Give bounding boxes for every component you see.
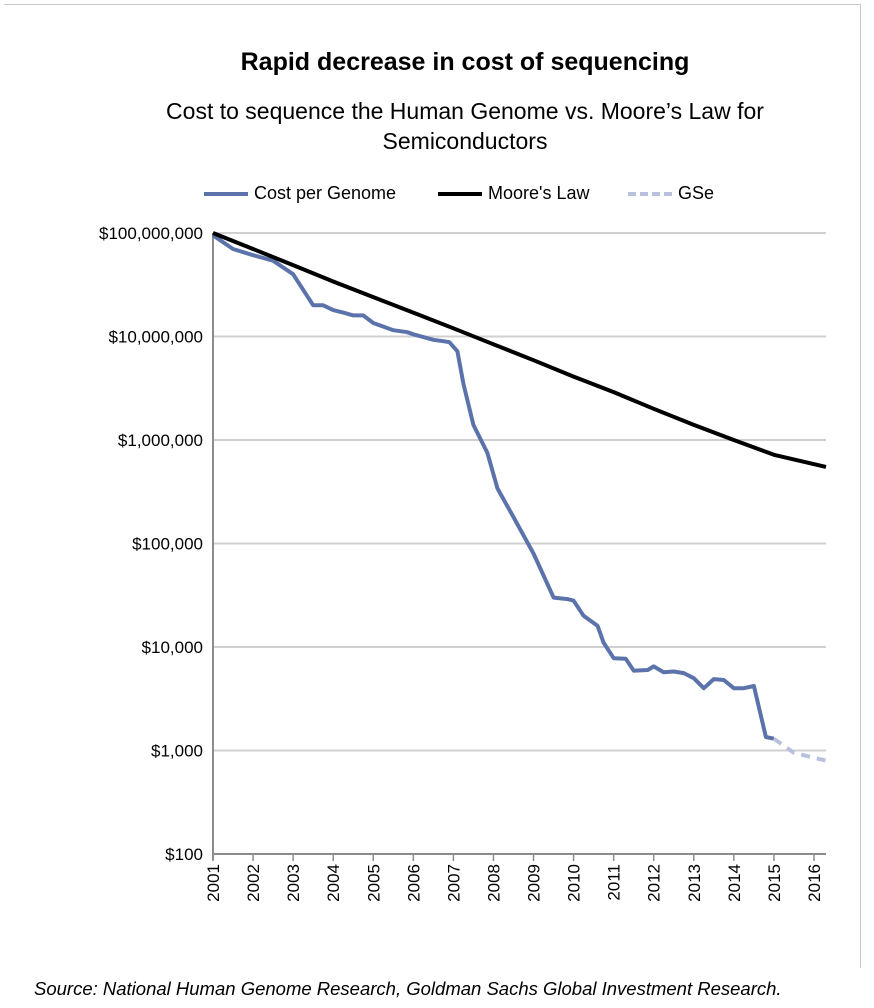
legend-label-moores-law: Moore's Law	[488, 183, 590, 203]
series-line-cost-per-genome	[211, 233, 775, 741]
x-tick-label: 2014	[725, 864, 744, 902]
x-tick-label: 2013	[685, 864, 704, 902]
series-line-moores-law	[212, 231, 827, 469]
y-tick-label: $100	[165, 845, 203, 864]
x-tick-label: 2005	[364, 864, 383, 902]
legend-label-gse: GSe	[678, 183, 715, 203]
legend-label-cost-per-genome: Cost per Genome	[254, 183, 397, 203]
x-tick-label: 2008	[484, 864, 503, 902]
frame-top-border	[4, 4, 860, 5]
x-tick-label: 2016	[805, 864, 824, 902]
x-tick-label: 2007	[444, 864, 463, 902]
x-tick-label: 2015	[765, 864, 784, 902]
y-tick-label: $1,000	[151, 742, 203, 761]
legend-item-cost-per-genome: Cost per Genome	[204, 183, 396, 204]
y-tick-label: $10,000	[142, 638, 203, 657]
x-tick-label: 2004	[324, 864, 343, 902]
chart-title: Rapid decrease in cost of sequencing	[240, 48, 690, 76]
source-note: Source: National Human Genome Research, …	[34, 978, 782, 999]
x-tick-label: 2011	[605, 864, 624, 901]
x-tick-label: 2012	[645, 864, 664, 902]
x-tick-label: 2002	[244, 864, 263, 902]
y-tick-label: $1,000,000	[118, 431, 203, 450]
x-tick-label: 2003	[284, 864, 303, 902]
legend-swatch-cost-per-genome	[204, 191, 248, 196]
chart-subtitle: Cost to sequence the Human Genome vs. Mo…	[166, 98, 764, 154]
y-tick-label: $10,000,000	[108, 328, 203, 347]
y-tick-label: $100,000	[132, 535, 203, 554]
legend-swatch-gse	[628, 191, 672, 196]
chart-legend: Cost per Genome Moore's Law GSe	[0, 183, 874, 207]
legend-item-moores-law: Moore's Law	[438, 183, 589, 204]
y-tick-label: $100,000,000	[99, 224, 203, 243]
legend-item-gse: GSe	[628, 183, 714, 204]
legend-swatch-moores-law	[438, 191, 482, 196]
x-tick-label: 2010	[565, 864, 584, 902]
x-tick-label: 2006	[404, 864, 423, 902]
x-tick-label: 2001	[204, 864, 223, 902]
series-line-gse	[772, 737, 827, 763]
frame-right-border	[860, 4, 861, 968]
x-tick-label: 2009	[525, 864, 544, 902]
